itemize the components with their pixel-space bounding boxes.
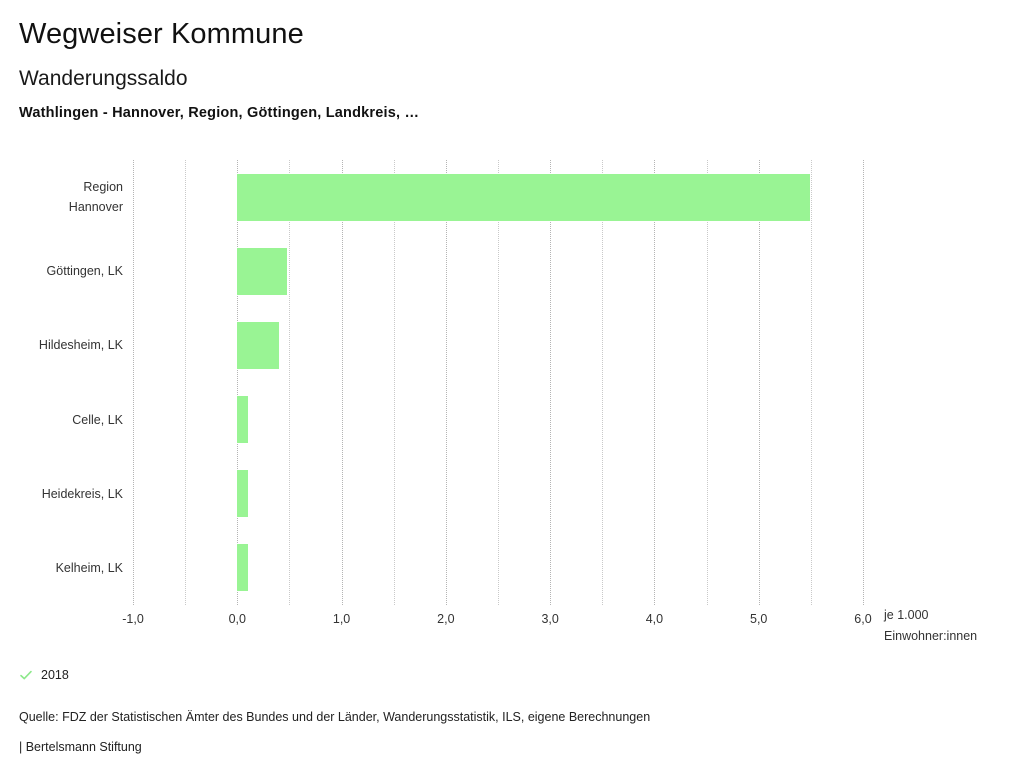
y-axis-labels: Region Hannover Göttingen, LK Hildesheim, L… [0,160,123,605]
x-axis-tick-label: 4,0 [645,612,664,626]
legend[interactable]: 2018 [19,668,69,682]
page-title: Wegweiser Kommune [19,18,304,50]
y-axis-tick-label: Hildesheim, LK [0,335,123,355]
gridline [237,160,239,605]
gridline [602,160,604,605]
bar[interactable] [237,470,248,518]
bar[interactable] [237,173,810,221]
bar[interactable] [237,321,279,369]
gridline [341,160,344,605]
x-axis-tick-label: 6,0 [854,612,872,626]
y-axis-tick-label: Göttingen, LK [0,261,123,281]
x-axis-unit-line1: je 1.000 [884,608,929,622]
plot-area [133,160,865,605]
gridline [289,160,291,605]
y-axis-tick-label: Heidekreis, LK [0,484,123,504]
gridline [810,160,813,605]
y-axis-tick-label: Region Hannover [0,177,123,217]
gridline [863,160,865,605]
gridline [393,160,396,605]
x-axis-tick-label: 5,0 [750,612,768,626]
y-axis-tick-line: Region [83,180,123,195]
organization-note: | Bertelsmann Stiftung [19,740,142,754]
x-axis-labels: -1,0 0,0 1,0 2,0 3,0 4,0 5,0 6,0 [122,612,871,634]
gridline [758,160,761,605]
y-axis-tick-line: Kelheim, LK [55,560,123,575]
bar[interactable] [237,396,248,444]
gridline [654,160,656,605]
x-axis-tick-label: -1,0 [122,612,144,626]
x-axis-unit-caption: je 1.000 Einwohner:innen [884,605,977,647]
gridline [706,160,709,605]
source-note: Quelle: FDZ der Statistischen Ämter des … [19,710,651,724]
gridline [133,160,135,605]
legend-item-label: 2018 [41,668,69,682]
x-axis-tick-label: 3,0 [541,612,559,626]
x-axis-tick-label: 2,0 [437,612,455,626]
y-axis-tick-line: Hildesheim, LK [38,338,123,353]
bar[interactable] [237,247,288,295]
y-axis-tick-line: Heidekreis, LK [41,486,123,501]
gridline [498,160,500,605]
y-axis-tick-label: Celle, LK [0,410,123,430]
y-axis-tick-line: Göttingen, LK [46,264,123,279]
x-axis-tick-label: 1,0 [332,612,351,626]
gridline [185,160,187,605]
y-axis-tick-line: Celle, LK [72,412,123,427]
y-axis-tick-line: Hannover [68,200,123,215]
x-axis-unit-line2: Einwohner:innen [884,629,978,643]
chart-subtitle: Wathlingen - Hannover, Region, Göttingen… [19,105,420,121]
gridline [445,160,448,605]
chart-title: Wanderungssaldo [19,67,188,90]
y-axis-tick-label: Kelheim, LK [0,558,123,578]
x-axis-tick-label: 0,0 [228,612,246,626]
check-icon[interactable] [19,668,33,682]
bar[interactable] [237,544,248,592]
gridline [550,160,552,605]
